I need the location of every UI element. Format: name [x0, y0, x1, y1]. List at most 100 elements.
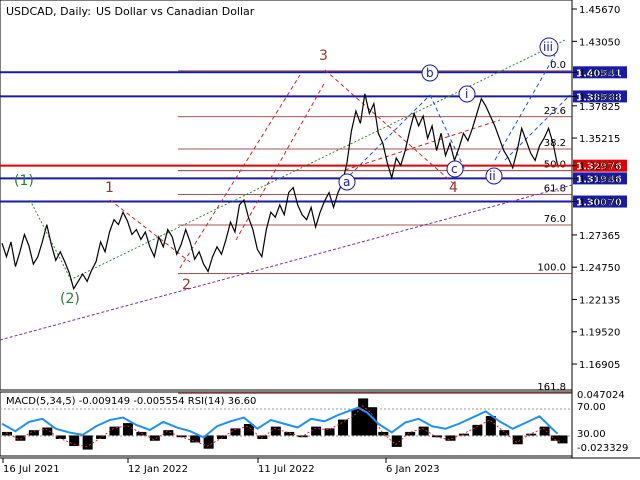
- level-label-4: 1.30070: [576, 198, 622, 209]
- macd-bar-20: [270, 426, 281, 436]
- wave-label-1: 1: [105, 180, 114, 196]
- macd-bar-5: [69, 435, 80, 447]
- macd-bar-13: [176, 435, 187, 438]
- indicator-tick-1: 70.00: [577, 402, 606, 413]
- level-label-3: 1.31946: [576, 174, 622, 185]
- svg-text:a: a: [343, 175, 350, 189]
- price-tick-label-9: 1.27365: [579, 231, 620, 242]
- svg-text:iii: iii: [543, 40, 553, 54]
- macd-bar-17: [230, 428, 241, 436]
- price-tick-label-13: 1.16905: [579, 360, 620, 371]
- price-tick-label-11: 1.22135: [579, 295, 620, 306]
- wave-label-2: 2: [182, 277, 191, 293]
- macd-bar-24: [324, 428, 335, 436]
- fib-label-6: 100.0: [537, 263, 566, 274]
- price-tick-label-6: 1.32976: [579, 162, 620, 173]
- wave-label-c: c: [446, 160, 464, 178]
- wave-label-4: 4: [449, 180, 458, 196]
- macd-bar-8: [109, 426, 120, 436]
- macd-bar-37: [485, 416, 496, 436]
- macd-bar-36: [472, 424, 483, 436]
- macd-bar-35: [458, 433, 469, 436]
- macd-bar-43: [557, 435, 568, 444]
- wave-channel-1: [179, 74, 301, 269]
- macd-bar-6: [82, 435, 93, 450]
- level-box-4: [573, 195, 627, 208]
- macd-bar-42: [550, 435, 561, 441]
- wave-labels: (1) (2) 1 2 3 4 a b c i ii iii: [14, 37, 559, 307]
- indicator-tick-0: 0.047024: [577, 390, 625, 401]
- macd-bar-27: [358, 398, 369, 436]
- fib-label-7: 161.8: [537, 382, 566, 393]
- price-tick-label-12: 1.19520: [579, 328, 620, 339]
- macd-bar-30: [391, 435, 402, 447]
- svg-text:ii: ii: [489, 169, 496, 183]
- macd-bar-32: [418, 426, 429, 436]
- wave-label-ii: ii: [485, 167, 503, 185]
- price-tick-label-4: 1.37825: [579, 102, 620, 113]
- projection-2: [504, 94, 571, 161]
- macd-bar-29: [378, 431, 389, 436]
- rsi-line: [1, 406, 559, 439]
- wave-channel-3: [324, 69, 456, 186]
- price-tick-label-8: 1.30070: [579, 198, 620, 209]
- macd-bar-1: [15, 435, 26, 441]
- fib-label-1: 23.6: [544, 106, 566, 117]
- wave-channel-4: [344, 119, 501, 171]
- price-tick-label-7: 1.31946: [579, 174, 620, 185]
- price-tick-label-5: 1.35215: [579, 134, 620, 145]
- date-label-1: 12 Jan 2022: [128, 464, 188, 475]
- date-label-0: 16 Jul 2021: [3, 464, 60, 475]
- macd-bar-3: [42, 427, 53, 436]
- price-tick-label-0: 1.45670: [579, 5, 620, 16]
- macd-bar-11: [149, 435, 160, 441]
- wave-label-a: a: [338, 173, 356, 191]
- macd-bar-14: [190, 435, 201, 443]
- svg-text:b: b: [426, 66, 434, 80]
- wave-label-iii: iii: [539, 37, 559, 57]
- svg-text:i: i: [465, 87, 468, 101]
- macd-bar-34: [445, 435, 456, 441]
- date-axis: 16 Jul 2021 12 Jan 2022 11 Jul 2022 6 Jan 2…: [2, 458, 440, 475]
- svg-text:c: c: [451, 162, 458, 176]
- wave-label-3: 3: [319, 48, 328, 64]
- macd-bar-40: [526, 433, 537, 436]
- trend-lines: [0, 39, 573, 341]
- fib-label-0: 0.0: [550, 60, 566, 71]
- date-label-3: 6 Jan 2023: [386, 464, 440, 475]
- macd-bar-26: [351, 408, 362, 436]
- price-tick-label-10: 1.24750: [579, 263, 620, 274]
- macd-bar-22: [297, 435, 308, 438]
- wave-label-i: i: [458, 85, 476, 103]
- price-tick-label-3: 1.38588: [579, 92, 620, 103]
- projection-1: [494, 54, 556, 161]
- chart-description: US Dollar vs Canadian Dollar: [96, 5, 255, 18]
- macd-bar-33: [432, 435, 443, 438]
- macd-bar-7: [96, 435, 107, 439]
- price-series-line: [1, 93, 559, 291]
- projection-3: [349, 94, 431, 176]
- macd-bar-23: [311, 426, 322, 436]
- level-box-2: [573, 159, 627, 172]
- macd-bar-39: [512, 435, 523, 445]
- chart-symbol: USDCAD, Daily:: [6, 5, 91, 18]
- macd-bar-41: [539, 426, 550, 436]
- level-label-1: 1.38588: [576, 92, 622, 103]
- level-box-3: [573, 172, 627, 185]
- macd-histogram: [2, 398, 568, 450]
- trend-line-lower: [0, 184, 573, 341]
- macd-bar-15: [203, 435, 214, 449]
- macd-signal-line: [5, 405, 562, 448]
- wave-label-b: b: [421, 64, 439, 82]
- macd-bar-12: [163, 430, 174, 436]
- indicator-label: MACD(5,34,5) -0.009149 -0.005554 RSI(14)…: [6, 396, 256, 407]
- level-label-2: 1.32976: [576, 162, 622, 173]
- level-box-0: [573, 66, 627, 79]
- level-label-0: 1.40541: [576, 68, 622, 79]
- projection-6: [29, 199, 71, 279]
- wave-label-major-2: (2): [60, 291, 80, 307]
